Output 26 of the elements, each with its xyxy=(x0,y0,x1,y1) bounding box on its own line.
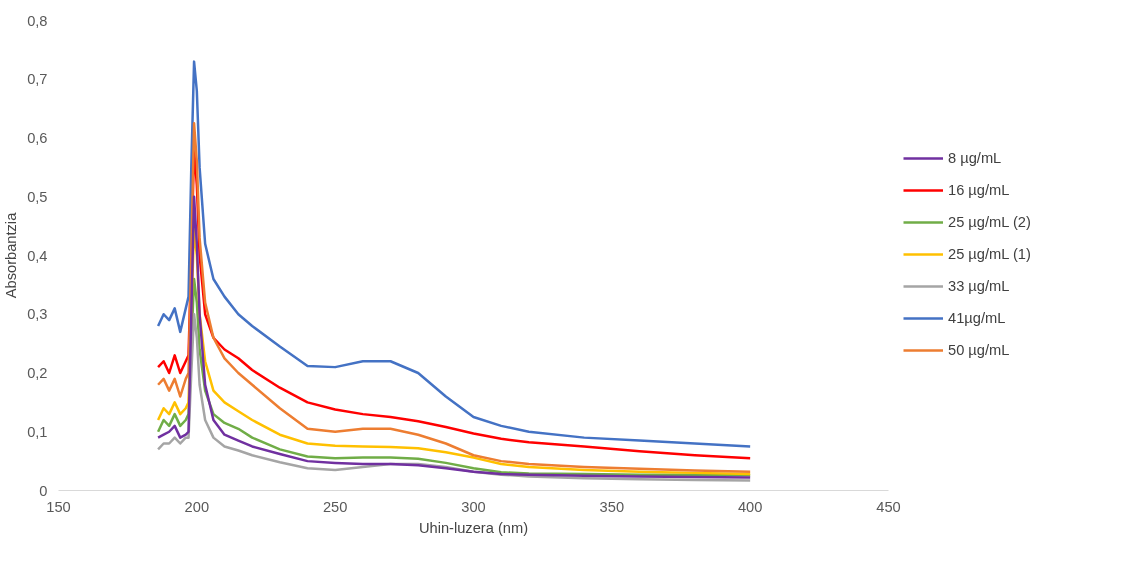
x-tick-label: 400 xyxy=(737,498,763,515)
y-tick-label: 0,3 xyxy=(27,306,48,323)
legend-label: 8 µg/mL xyxy=(948,150,1002,166)
x-tick-label: 350 xyxy=(599,498,625,515)
x-tick-label: 150 xyxy=(46,498,71,515)
legend-label: 25 µg/mL (1) xyxy=(948,246,1031,262)
y-tick-label: 0,2 xyxy=(27,365,48,381)
legend-label: 33 µg/mL xyxy=(948,278,1010,294)
y-tick-label: 0,1 xyxy=(27,423,48,440)
y-tick-label: 0,8 xyxy=(27,12,48,29)
y-tick-label: 0,4 xyxy=(27,247,48,264)
line-series xyxy=(156,60,752,448)
legend-label: 41µg/mL xyxy=(948,310,1006,326)
y-tick-label: 0,7 xyxy=(27,71,48,88)
y-tick-label: 0 xyxy=(39,482,48,499)
y-tick-label: 0,6 xyxy=(27,130,48,146)
x-tick-label: 250 xyxy=(322,498,348,515)
legend-label: 25 µg/mL (2) xyxy=(948,214,1031,230)
x-tick-label: 300 xyxy=(461,498,486,515)
x-tick-label: 450 xyxy=(876,498,901,515)
x-tick-label: 200 xyxy=(184,498,210,515)
y-tick-label: 0,5 xyxy=(27,188,48,205)
y-axis-title: Absorbantzia xyxy=(3,211,20,299)
legend-label: 16 µg/mL xyxy=(948,182,1010,198)
x-axis-title: Uhin-luzera (nm) xyxy=(418,519,529,536)
legend-label: 50 µg/mL xyxy=(948,342,1010,358)
